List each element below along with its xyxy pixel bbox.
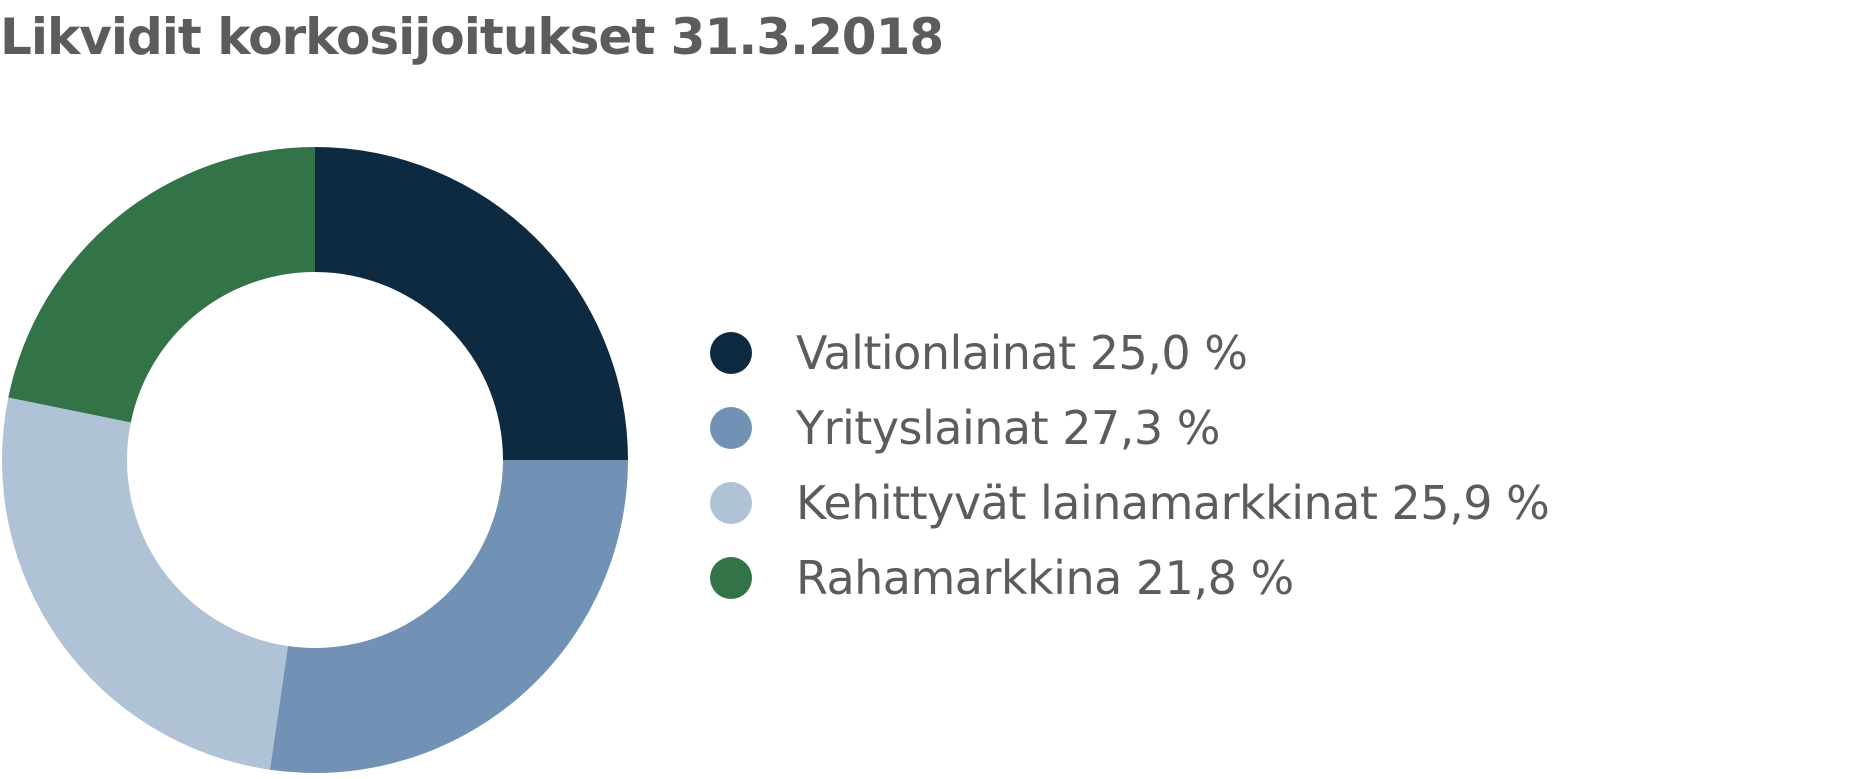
donut-slice-3 xyxy=(1,397,288,770)
legend-label: Yrityslainat 27,3 % xyxy=(796,400,1221,455)
chart-title: Likvidit korkosijoitukset 31.3.2018 xyxy=(0,8,944,66)
donut-slice-2 xyxy=(269,460,628,773)
legend-label: Valtionlainat 25,0 % xyxy=(796,325,1248,380)
legend-marker xyxy=(710,331,752,374)
donut-chart xyxy=(1,147,628,773)
donut-slice-4 xyxy=(8,147,316,423)
legend-item: Kehittyvät lainamarkkinat 25,9 % xyxy=(710,465,1550,540)
legend-label: Rahamarkkina 21,8 % xyxy=(796,550,1294,605)
legend-marker xyxy=(710,481,752,524)
donut-slice-1 xyxy=(315,147,628,460)
legend-marker xyxy=(710,406,752,449)
legend-item: Yrityslainat 27,3 % xyxy=(710,390,1549,465)
legend-item: Rahamarkkina 21,8 % xyxy=(710,540,1549,615)
chart-legend: Valtionlainat 25,0 % Yrityslainat 27,3 %… xyxy=(710,315,1550,615)
legend-marker xyxy=(710,556,752,599)
legend-item: Valtionlainat 25,0 % xyxy=(710,315,1549,390)
legend-label: Kehittyvät lainamarkkinat 25,9 % xyxy=(796,475,1550,530)
